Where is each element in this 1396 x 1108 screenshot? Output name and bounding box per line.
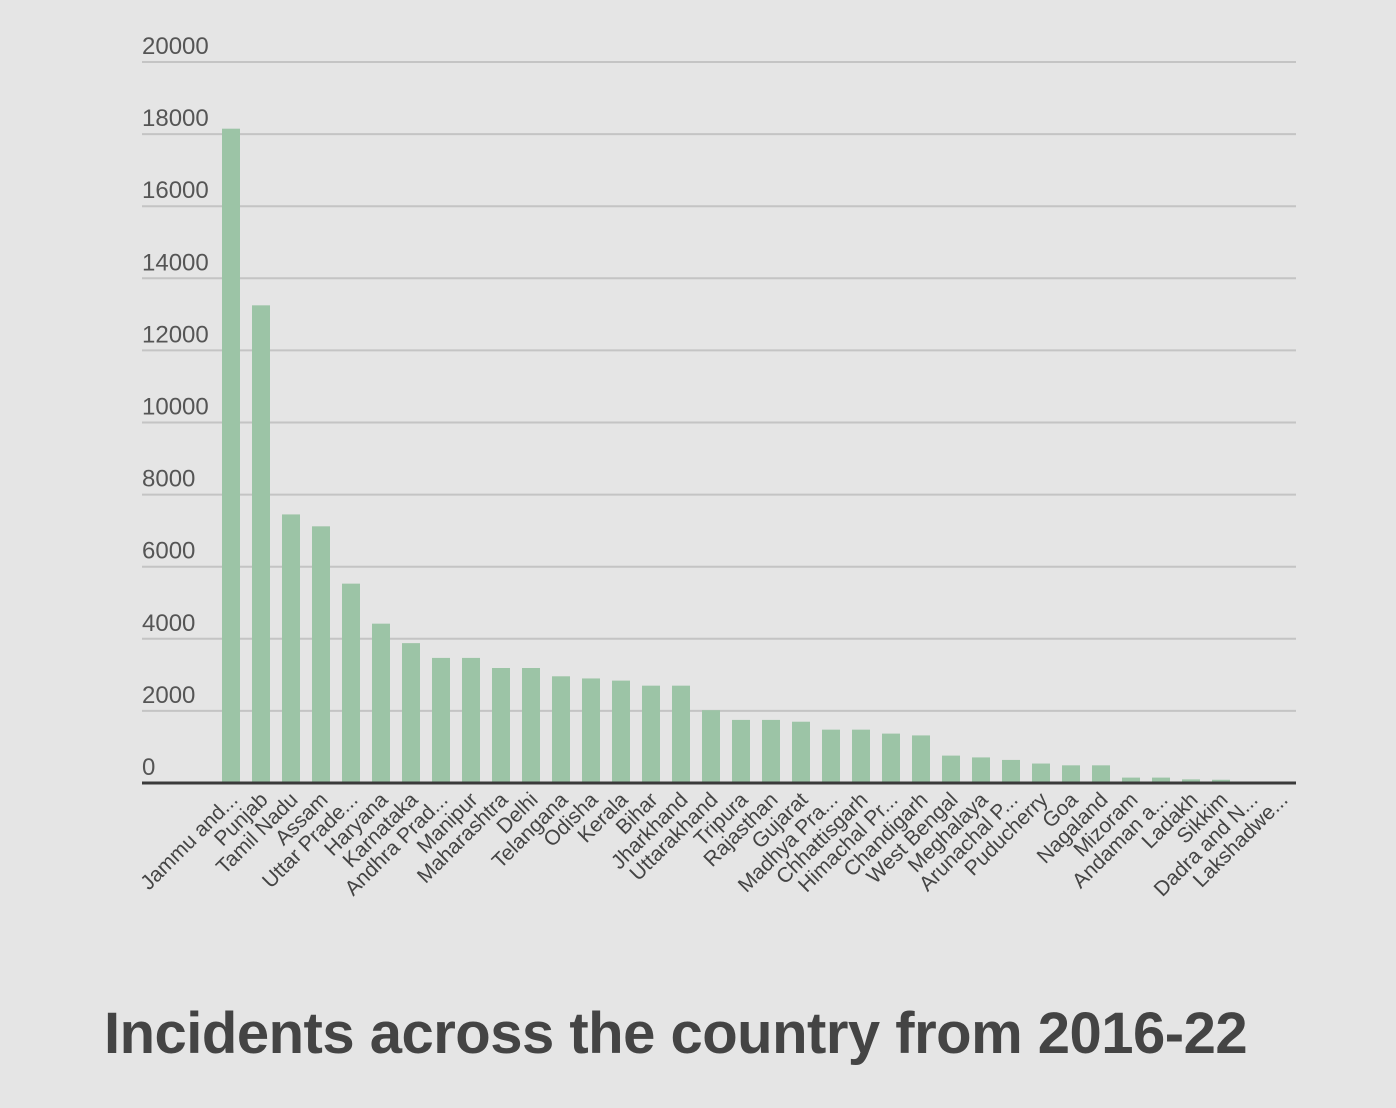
bar — [282, 514, 300, 783]
y-tick-label: 14000 — [142, 249, 209, 276]
bar — [672, 685, 690, 783]
bar — [1122, 777, 1140, 783]
bar — [312, 526, 330, 783]
bar — [702, 710, 720, 783]
y-tick-label: 2000 — [142, 682, 195, 709]
y-tick-label: 10000 — [142, 394, 209, 421]
bar — [1002, 759, 1020, 783]
bar — [462, 657, 480, 783]
bar — [402, 643, 420, 783]
bar — [222, 128, 240, 783]
bar — [552, 676, 570, 783]
bar — [1062, 765, 1080, 783]
bar — [882, 733, 900, 783]
bar — [822, 729, 840, 783]
y-tick-label: 0 — [142, 754, 155, 781]
bar — [612, 680, 630, 783]
bar — [912, 735, 930, 783]
bar — [342, 583, 360, 783]
bar — [642, 685, 660, 783]
y-tick-label: 16000 — [142, 177, 209, 204]
bar — [972, 757, 990, 783]
bar — [1182, 779, 1200, 783]
bars — [222, 128, 1230, 783]
bar — [792, 721, 810, 783]
bar — [852, 729, 870, 783]
y-tick-label: 8000 — [142, 466, 195, 493]
y-axis-ticks: 0 2000 4000 6000 8000 10000 12000 14000 16000 180… — [142, 33, 209, 781]
y-tick-label: 6000 — [142, 538, 195, 565]
bar — [942, 755, 960, 783]
bar — [372, 623, 390, 783]
y-tick-label: 12000 — [142, 321, 209, 348]
y-tick-label: 18000 — [142, 105, 209, 132]
bar — [522, 668, 540, 783]
bar — [492, 668, 510, 783]
gridlines — [142, 61, 1296, 712]
bar — [1212, 779, 1230, 783]
bar — [1092, 765, 1110, 783]
y-tick-label: 4000 — [142, 610, 195, 637]
y-tick-label: 20000 — [142, 33, 209, 60]
chart-title: Incidents across the country from 2016-2… — [104, 1001, 1248, 1066]
bar — [1152, 777, 1170, 783]
bar — [1032, 763, 1050, 783]
bar — [432, 657, 450, 783]
bar — [732, 719, 750, 783]
bar — [762, 719, 780, 783]
bar — [252, 305, 270, 783]
bar — [582, 678, 600, 783]
